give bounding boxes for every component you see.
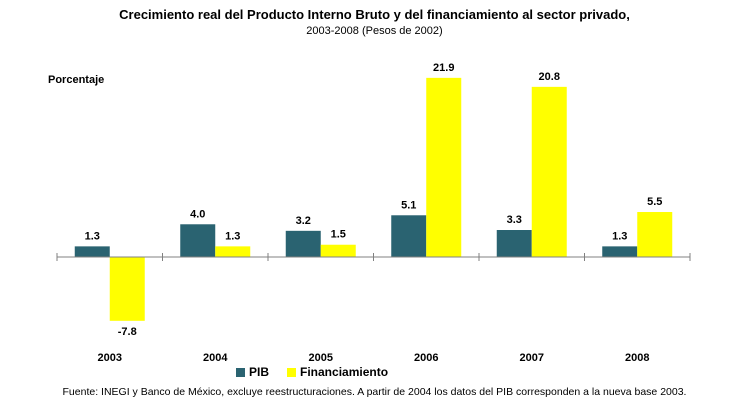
- x-tick-label-2004: 2004: [203, 352, 228, 364]
- x-tick-label-2007: 2007: [520, 352, 544, 364]
- x-tick-label-2003: 2003: [98, 352, 122, 364]
- bar-pib-2004: [180, 224, 216, 257]
- legend-swatch-financiamiento: [287, 367, 297, 377]
- data-label-pib-2006: 5.1: [401, 199, 416, 211]
- chart-subtitle: 2003-2008 (Pesos de 2002): [306, 25, 443, 37]
- data-label-financiamiento-2005: 1.5: [331, 229, 346, 241]
- bar-pib-2007: [496, 230, 532, 257]
- data-label-pib-2004: 4.0: [190, 208, 205, 220]
- data-label-financiamiento-2007: 20.8: [539, 71, 560, 83]
- legend-label-financiamiento: Financiamiento: [300, 365, 389, 379]
- x-tick-label-2006: 2006: [414, 352, 438, 364]
- bar-pib-2003: [74, 246, 110, 257]
- data-label-financiamiento-2004: 1.3: [225, 230, 240, 242]
- chart-title: Crecimiento real del Producto Interno Br…: [119, 7, 630, 22]
- bar-financiamiento-2006: [426, 77, 462, 257]
- data-label-financiamiento-2003: -7.8: [118, 326, 137, 338]
- data-label-pib-2003: 1.3: [85, 230, 100, 242]
- bar-pib-2005: [285, 230, 321, 257]
- y-axis-label: Porcentaje: [48, 74, 105, 86]
- bar-financiamiento-2008: [637, 212, 673, 257]
- bar-pib-2008: [602, 246, 638, 257]
- data-label-pib-2005: 3.2: [296, 215, 311, 227]
- bar-financiamiento-2003: [109, 257, 145, 321]
- data-label-financiamiento-2008: 5.5: [647, 196, 662, 208]
- x-tick-label-2008: 2008: [625, 352, 649, 364]
- source-note: Fuente: INEGI y Banco de México, excluye…: [62, 386, 687, 398]
- bar-financiamiento-2007: [531, 86, 567, 257]
- legend-item-financiamiento: Financiamiento: [287, 365, 388, 379]
- legend: PIB Financiamiento: [236, 365, 406, 379]
- legend-label-pib: PIB: [249, 365, 270, 379]
- bar-financiamiento-2004: [215, 246, 251, 257]
- x-tick-label-2005: 2005: [309, 352, 333, 364]
- legend-item-pib: PIB: [236, 365, 269, 379]
- legend-swatch-pib: [236, 367, 245, 377]
- data-label-pib-2008: 1.3: [612, 230, 627, 242]
- bar-financiamiento-2005: [320, 244, 356, 257]
- data-label-financiamiento-2006: 21.9: [433, 62, 454, 74]
- bar-pib-2006: [391, 215, 427, 257]
- data-label-pib-2007: 3.3: [507, 214, 522, 226]
